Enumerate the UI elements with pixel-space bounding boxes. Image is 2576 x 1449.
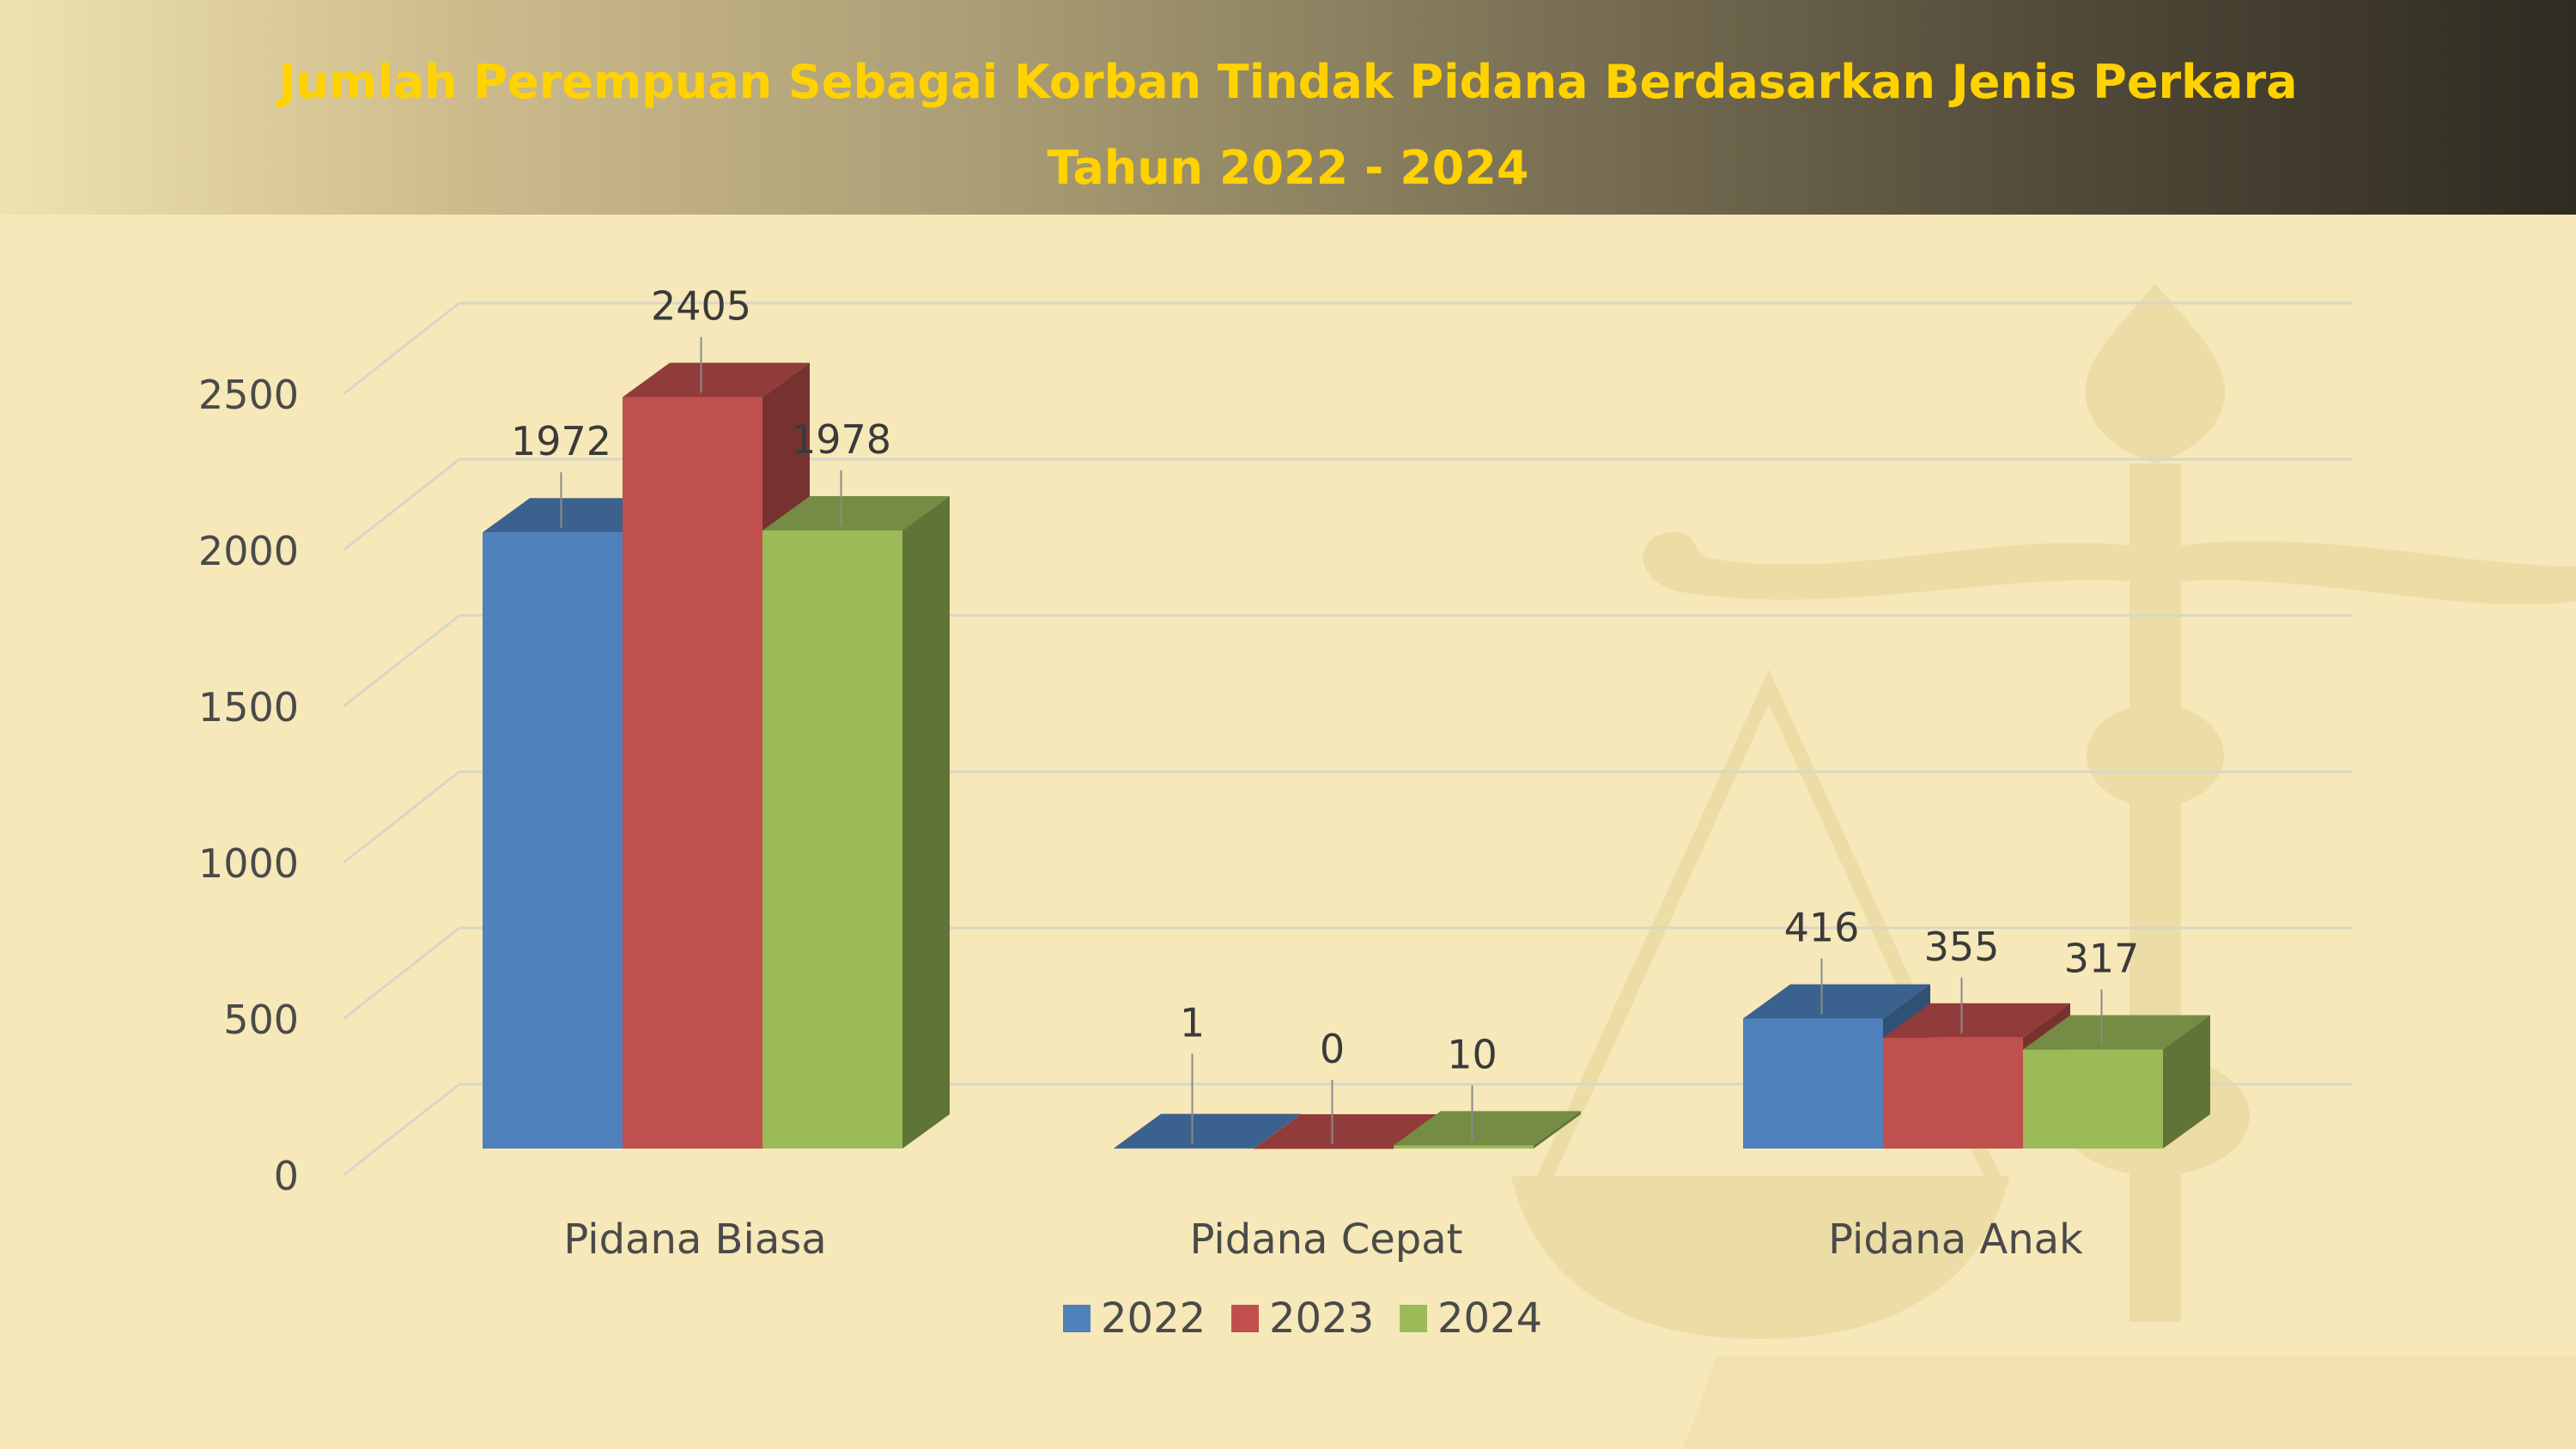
data-label: 355 xyxy=(1924,924,2000,970)
x-tick-label: Pidana Cepat xyxy=(1190,1216,1463,1264)
y-tick-label: 500 xyxy=(223,997,299,1043)
bar-top-2023-0 xyxy=(623,362,810,397)
data-label: 1972 xyxy=(511,418,611,464)
y-tick-label: 1500 xyxy=(198,684,299,731)
y-tick-label: 0 xyxy=(274,1153,299,1199)
legend-label: 2024 xyxy=(1437,1294,1542,1343)
x-tick-label: Pidana Anak xyxy=(1828,1216,2083,1264)
legend-swatch xyxy=(1400,1305,1427,1332)
gridline-diagonal xyxy=(343,614,460,708)
bar-side-2024-2 xyxy=(2163,1015,2210,1149)
data-label: 1 xyxy=(1180,1000,1205,1046)
y-tick-label: 2000 xyxy=(198,528,299,574)
x-tick-label: Pidana Biasa xyxy=(563,1216,826,1264)
chart-subtitle: Tahun 2022 - 2024 xyxy=(1047,141,1529,195)
chart-title: Jumlah Perempuan Sebagai Korban Tindak P… xyxy=(278,55,2298,109)
data-label: 10 xyxy=(1447,1031,1498,1077)
bar-2022-2 xyxy=(1743,1018,1883,1149)
bar-2024-2 xyxy=(2023,1049,2163,1149)
bar-side-2022-1 xyxy=(1254,1113,1301,1149)
scales-of-justice-watermark xyxy=(1511,283,2576,1449)
bar-top-2022-1 xyxy=(1114,1113,1301,1149)
data-label: 0 xyxy=(1320,1026,1345,1072)
bar-top-2022-2 xyxy=(1743,984,1930,1019)
bar-top-2023-2 xyxy=(1883,1003,2070,1038)
y-tick-label: 2500 xyxy=(198,372,299,418)
bar-top-2024-2 xyxy=(2023,1015,2210,1050)
bar-2024-0 xyxy=(762,530,902,1149)
legend: 2022 2023 2024 xyxy=(1063,1294,1542,1343)
data-label: 317 xyxy=(2064,936,2140,982)
bar-top-2024-1 xyxy=(1394,1111,1581,1146)
bar-2023-0 xyxy=(623,397,762,1149)
data-label: 2405 xyxy=(651,283,751,330)
bar-2023-2 xyxy=(1883,1037,2023,1149)
bar-top-2024-0 xyxy=(762,496,950,531)
legend-label: 2023 xyxy=(1269,1294,1374,1343)
gridline-diagonal xyxy=(343,770,460,864)
data-label: 416 xyxy=(1784,905,1860,951)
legend-swatch xyxy=(1231,1305,1259,1332)
gridline-diagonal xyxy=(343,301,460,396)
bar-2022-0 xyxy=(483,532,623,1149)
data-label: 1978 xyxy=(791,416,891,463)
bar-side-2024-0 xyxy=(902,496,950,1149)
bar-2024-1 xyxy=(1394,1145,1534,1149)
legend-label: 2022 xyxy=(1101,1294,1206,1343)
bar-side-2024-1 xyxy=(1534,1111,1581,1149)
gridline-diagonal xyxy=(343,458,460,552)
gridline-diagonal xyxy=(343,1082,460,1177)
gridline-diagonal xyxy=(343,926,460,1021)
title-banner: Jumlah Perempuan Sebagai Korban Tindak P… xyxy=(0,0,2576,215)
y-tick-label: 1000 xyxy=(198,840,299,887)
labels: 0 500 1000 1500 2000 2500 1972 2405 1978 Pidana B… xyxy=(198,283,2139,1264)
bar-top-2023-1 xyxy=(1254,1114,1441,1149)
bars xyxy=(483,362,2210,1149)
legend-swatch xyxy=(1063,1305,1091,1332)
